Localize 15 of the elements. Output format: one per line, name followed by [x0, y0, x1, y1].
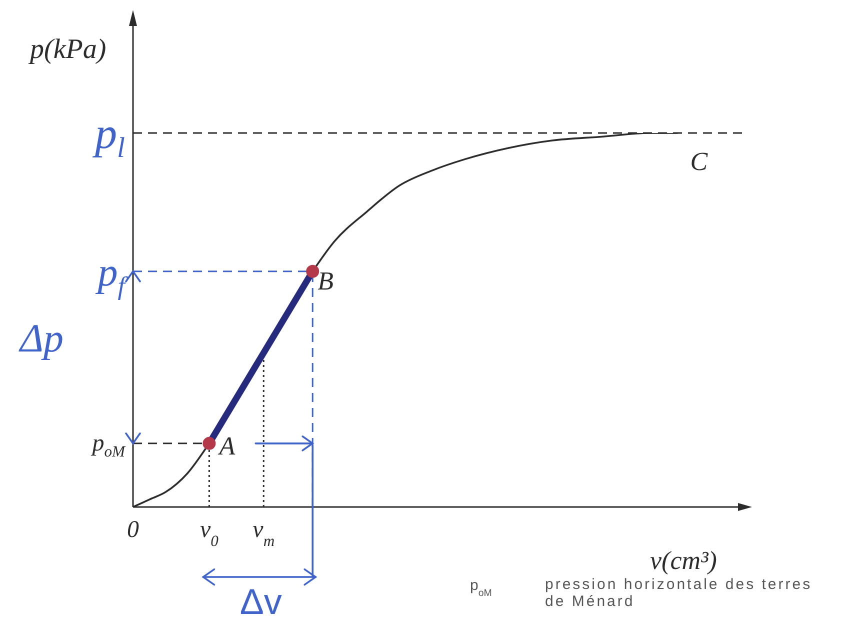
text: p$_{oM}$ [470, 577, 492, 598]
x-axis-title: v(cm³) [650, 546, 717, 575]
x-tick-label: 0 [127, 517, 139, 543]
ref-line-label: p$_{l}$ [92, 108, 126, 164]
annotation: A [217, 431, 236, 460]
text: Δp [18, 315, 64, 360]
x-tick-label: v$_{m}$ [252, 517, 275, 550]
annotation: B [318, 266, 334, 296]
ref-line-label: p$_{oM}$ [90, 430, 126, 460]
text: pression horizontale des terres de Ménard [545, 576, 814, 610]
x-tick-label: v$_{0}$ [200, 517, 219, 550]
text: Δv [240, 581, 282, 622]
y-axis-title: p(kPa) [28, 34, 106, 65]
annotation: C [690, 147, 708, 176]
ref-line-label: p$_{f}$ [94, 248, 129, 300]
